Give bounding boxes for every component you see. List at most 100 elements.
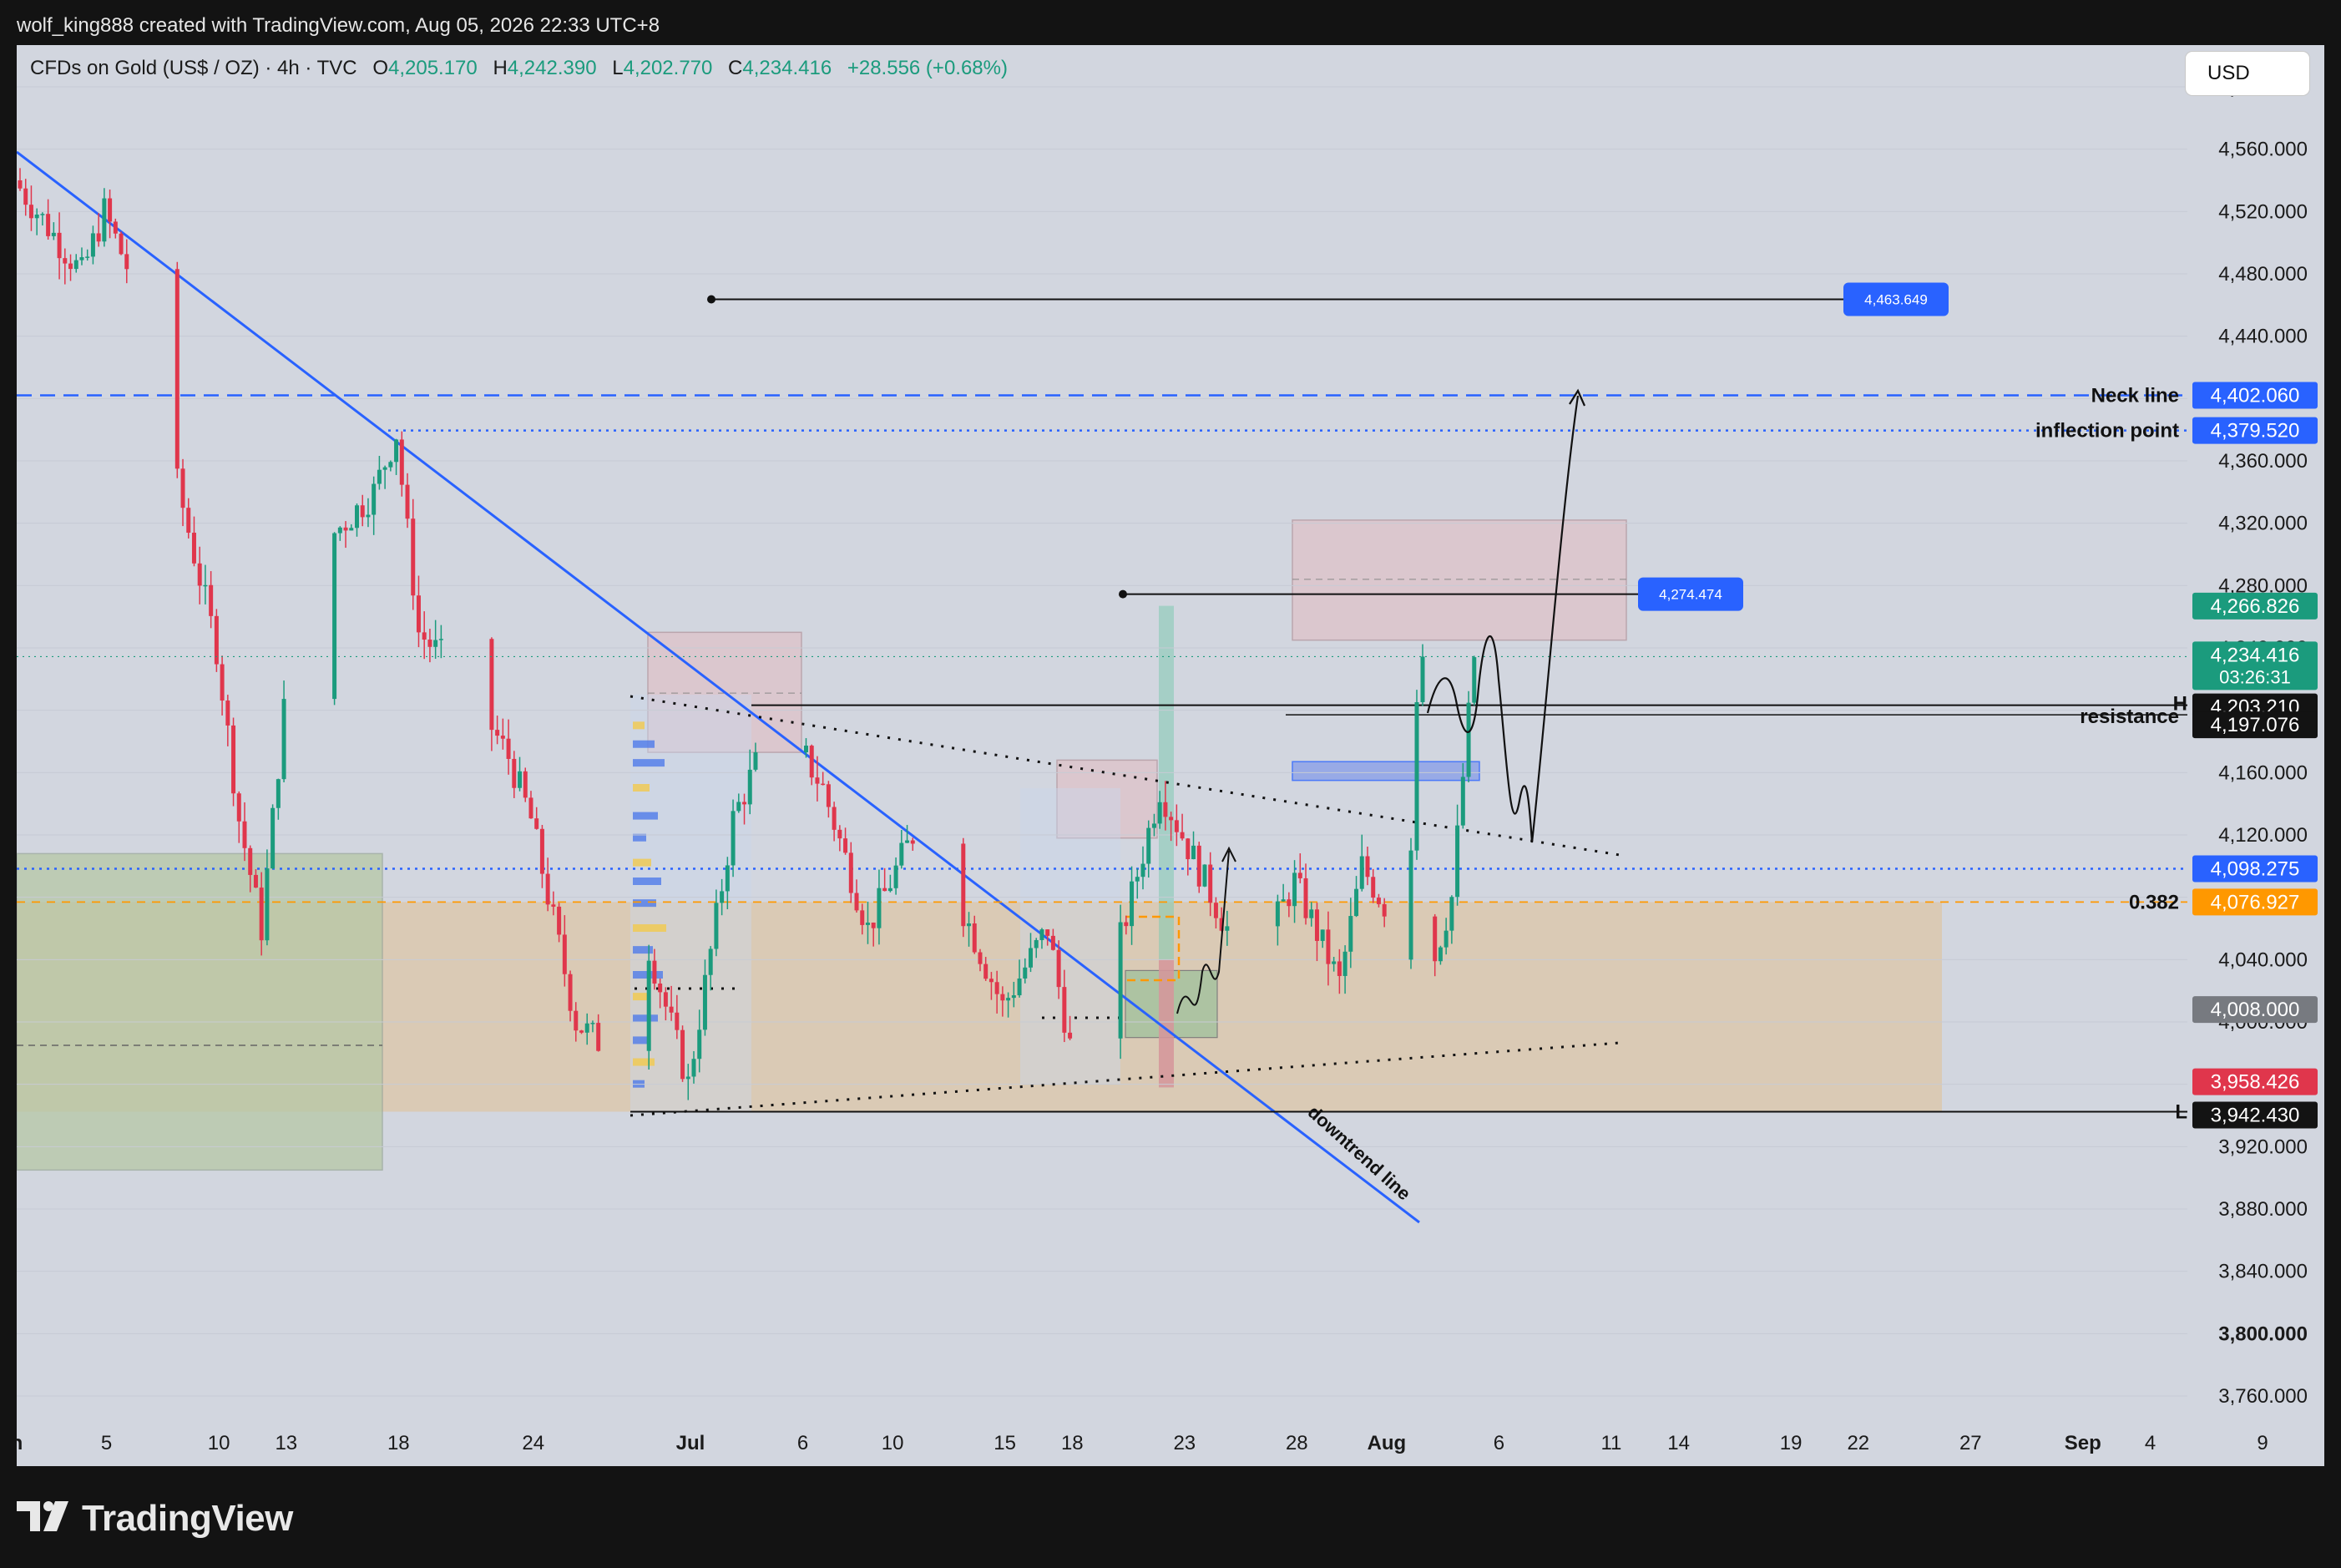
candle-body [1449, 897, 1454, 931]
footer: TradingView [0, 1466, 2341, 1568]
candle-body [489, 639, 494, 731]
candle [1017, 959, 1022, 998]
candle [253, 869, 258, 888]
tradingview-brand: TradingView [82, 1498, 293, 1539]
candle [742, 793, 747, 825]
downtrend-line [17, 150, 1420, 1224]
candle [1281, 883, 1286, 902]
candle-body [1039, 929, 1044, 940]
candle [731, 799, 736, 878]
candle-body [265, 868, 270, 941]
candle [590, 1020, 595, 1033]
candle-body [377, 469, 382, 484]
candle-body [736, 802, 741, 812]
candle-body [809, 746, 814, 778]
close-key: C [728, 57, 743, 79]
candle [1472, 655, 1477, 706]
x-tick-label: 6 [797, 1432, 808, 1454]
candle [85, 249, 90, 261]
candle-body [1140, 863, 1145, 878]
candle-body [685, 1076, 690, 1080]
candle [495, 716, 500, 745]
high-marker-label: H [2173, 693, 2187, 716]
candle-body [209, 584, 214, 616]
lower-dotted-trendline [629, 1041, 1620, 1117]
y-tick-label: 3,920.000 [2218, 1136, 2308, 1158]
candle [1342, 945, 1347, 994]
demand-zone-left [17, 852, 383, 1171]
axis-price-tag [2192, 1068, 2318, 1095]
candle [1157, 791, 1162, 829]
candle-body [28, 205, 33, 219]
currency-button[interactable]: USD [2186, 52, 2309, 95]
candle-body [57, 232, 62, 259]
candle-body [337, 527, 342, 534]
candle [702, 959, 707, 1036]
candle [972, 915, 977, 954]
candle-body [697, 1029, 702, 1060]
volume-profile-bar [633, 812, 658, 820]
candle [551, 891, 556, 916]
candle-body [557, 906, 562, 935]
y-tick-label: 3,760.000 [2218, 1385, 2308, 1408]
high-value: 4,242.390 [507, 57, 597, 79]
high-key: H [493, 57, 508, 79]
candle [877, 869, 882, 945]
candle-body [860, 910, 865, 925]
candle [1414, 690, 1419, 860]
x-tick-label: 18 [1061, 1432, 1084, 1454]
candle [343, 521, 348, 549]
volume-profile-bar [633, 759, 665, 767]
candle [562, 915, 567, 987]
candle [736, 793, 741, 813]
y-tick-label: 4,360.000 [2218, 450, 2308, 473]
x-tick-label: 15 [994, 1432, 1016, 1454]
candle-body [1309, 909, 1314, 918]
attribution-text: wolf_king888 created with TradingView.co… [17, 14, 660, 37]
inflection-point-label: inflection point [2035, 420, 2179, 443]
x-tick-label: 11 [1600, 1432, 1621, 1454]
candle [1359, 834, 1364, 892]
candle-body [63, 258, 68, 264]
candle-body [1455, 825, 1460, 898]
candle [1068, 1015, 1073, 1040]
candle-body [438, 639, 443, 640]
candle-body [832, 807, 837, 830]
candle [433, 620, 438, 660]
candle [119, 231, 124, 255]
candle [832, 802, 837, 842]
candle [1455, 804, 1460, 906]
candle-body [663, 992, 668, 1007]
candle-body [388, 462, 393, 468]
candle [63, 248, 68, 285]
x-tick-label: 4 [2145, 1432, 2156, 1454]
y-tick-label: 4,120.000 [2218, 824, 2308, 847]
candle [1320, 929, 1325, 948]
candle-body [186, 508, 191, 534]
candle [191, 516, 196, 567]
upper-dotted-trendline [629, 695, 1620, 857]
candle-body [102, 198, 107, 242]
candle-body [422, 632, 427, 640]
x-tick-label: 27 [1959, 1432, 1982, 1454]
candle [1382, 898, 1387, 928]
candle-body [978, 952, 983, 964]
candle [1130, 866, 1135, 945]
candle [1309, 902, 1314, 927]
candle [663, 987, 668, 1021]
candle [1332, 957, 1337, 972]
candle-body [366, 514, 371, 518]
candle [57, 212, 62, 280]
target-price-text: 4,274.474 [1659, 587, 1722, 603]
candle [349, 524, 354, 531]
candle [584, 1013, 589, 1045]
open-key: O [372, 57, 388, 79]
price-chart[interactable]: 4,600.0004,560.0004,520.0004,480.0004,44… [17, 45, 2324, 1466]
chart-frame[interactable]: 4,600.0004,560.0004,520.0004,480.0004,44… [17, 45, 2324, 1466]
candle [528, 791, 533, 819]
candle [332, 532, 337, 706]
candle-body [242, 821, 247, 848]
candle-body [865, 922, 870, 925]
candle-body [1056, 949, 1061, 988]
candle-body [528, 797, 533, 819]
